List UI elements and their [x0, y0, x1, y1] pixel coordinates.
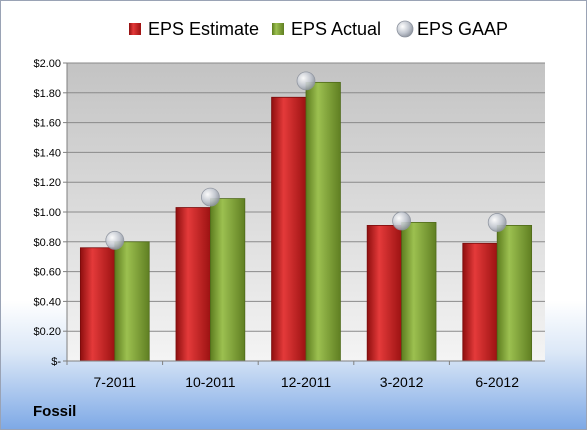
actual-bar [401, 222, 437, 362]
legend-label: EPS Estimate [148, 19, 259, 39]
legend-gaap-swatch [396, 20, 414, 38]
actual-bar [305, 81, 341, 362]
actual-bar [114, 241, 150, 362]
x-tick-label: 7-2011 [94, 374, 137, 390]
y-tick-label: $1.20 [33, 177, 61, 189]
y-tick-label: $0.60 [33, 267, 61, 279]
estimate-bar [175, 207, 211, 362]
y-tick-label: $- [51, 356, 61, 368]
gaap-marker [487, 213, 507, 232]
legend-label: EPS GAAP [417, 19, 508, 39]
y-tick-label: $0.40 [33, 296, 61, 308]
y-tick-label: $1.40 [33, 147, 61, 159]
x-tick-label: 3-2012 [380, 374, 424, 390]
y-tick-label: $1.80 [33, 88, 61, 100]
x-tick-label: 12-2011 [281, 374, 332, 390]
y-tick-label: $1.00 [33, 207, 61, 219]
gaap-marker [105, 230, 125, 250]
y-tick-label: $0.80 [33, 237, 61, 249]
x-tick-label: 10-2011 [185, 374, 236, 390]
legend-actual-swatch [272, 23, 284, 35]
y-tick-label: $2.00 [33, 58, 61, 70]
gaap-marker [296, 71, 316, 91]
estimate-bar [462, 242, 498, 362]
actual-bar [496, 225, 533, 362]
actual-bar [209, 198, 246, 362]
legend-estimate-swatch [129, 23, 141, 35]
y-tick-label: $0.20 [33, 326, 61, 338]
estimate-bar [271, 96, 307, 362]
estimate-bar [79, 247, 116, 362]
x-tick-label: 6-2012 [475, 374, 519, 390]
legend-label: EPS Actual [291, 19, 381, 39]
gaap-marker [392, 211, 412, 231]
company-name: Fossil [33, 403, 77, 420]
y-tick-label: $1.60 [33, 118, 61, 130]
estimate-bar [366, 225, 402, 362]
gaap-marker [200, 187, 220, 207]
